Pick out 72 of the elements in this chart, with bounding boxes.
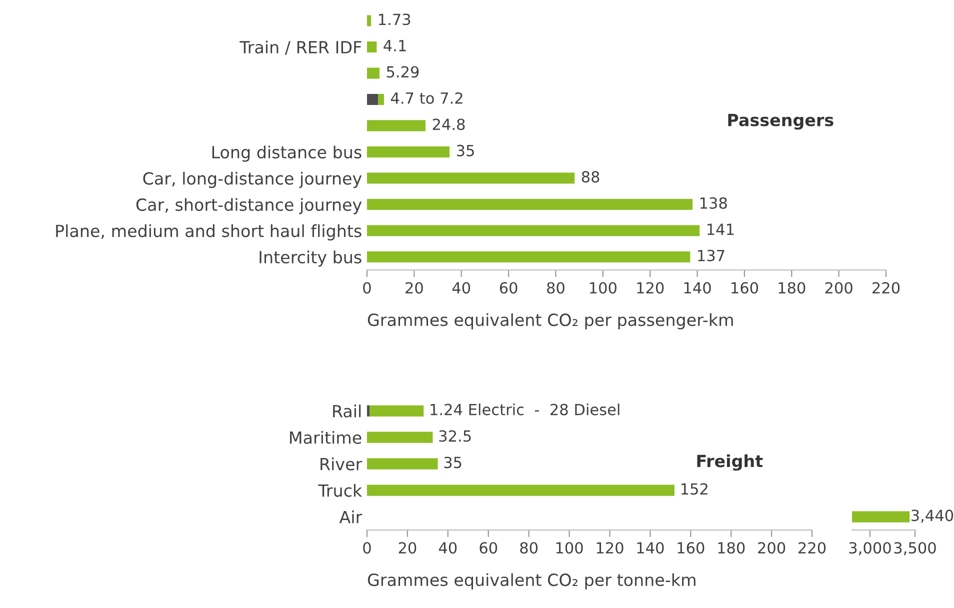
x-tick-label: 180 [778, 282, 806, 294]
x-tick-label: 200 [825, 282, 852, 294]
x-tick-label: 180 [718, 542, 745, 554]
text: 3,440 [912, 510, 954, 523]
x-tick-label: 140 [684, 282, 711, 294]
x-tick-label: 20 [398, 542, 416, 554]
bar [367, 120, 426, 132]
y-tick-label: Long distance bus [212, 146, 362, 162]
x-tick-label: 220 [872, 282, 900, 294]
y-tick-label: Plane, medium and short haul flights [56, 224, 362, 240]
bar [367, 225, 700, 236]
x-tick-label: 80 [547, 282, 564, 294]
bar [367, 94, 378, 105]
y-tick-label: Train / RER IDF [240, 40, 362, 55]
bar [367, 432, 433, 443]
x-tick-label: 0 [363, 282, 371, 294]
text: 5.29 [386, 66, 419, 78]
bar [367, 15, 372, 26]
x-tick-label: 120 [637, 282, 664, 294]
x-axis-title: Grammes equivalent CO₂ per passenger-km [368, 313, 733, 330]
x-tick-label: 0 [363, 542, 371, 554]
text: 35 [444, 456, 462, 468]
x-tick-label: 140 [637, 542, 664, 554]
x-tick-label: 220 [798, 542, 826, 554]
x-axis-title: Grammes equivalent CO₂ per tonne-km [368, 573, 696, 590]
y-tick-label: Intercity bus [260, 250, 362, 267]
bar [367, 405, 370, 416]
text: 1.73 [378, 14, 410, 26]
y-tick-label: Maritime [290, 431, 362, 444]
text: 32.5 [439, 430, 471, 442]
bar [367, 484, 674, 496]
x-tick-label: 60 [480, 542, 498, 554]
bar [367, 146, 450, 158]
x-tick-label: 40 [438, 542, 457, 554]
x-tick-label: 200 [758, 542, 786, 554]
bar [367, 198, 693, 210]
text: 152 [681, 483, 708, 495]
x-tick-label: 20 [406, 282, 423, 294]
y-tick-label: Car, long-distance journey [143, 172, 362, 188]
text: 35 [456, 144, 474, 156]
x-tick-label: 100 [556, 542, 583, 554]
x-tick-label: 80 [520, 542, 538, 554]
bar [367, 251, 690, 262]
x-tick-label: 40 [452, 282, 470, 294]
x-tick-label: 3,000 [849, 542, 891, 556]
text: 138 [700, 197, 727, 209]
text: 1.24 Electric - 28 Diesel [430, 403, 620, 416]
text: 4.7 to 7.2 [390, 92, 462, 104]
y-tick-label: Rail [333, 404, 361, 418]
text: 4.1 [384, 40, 406, 52]
x-tick-label: 100 [590, 282, 616, 294]
annotation: Freight [697, 454, 763, 471]
bar [370, 405, 424, 416]
text: 141 [708, 224, 734, 235]
x-tick-label: 60 [500, 282, 518, 294]
x-tick-label: 160 [732, 282, 758, 294]
bar [367, 172, 575, 184]
text: 24.8 [432, 118, 465, 130]
bar [367, 68, 380, 79]
x-tick-label: 3,500 [894, 542, 936, 556]
annotation: Passengers [728, 114, 834, 130]
x-tick-label: 160 [678, 542, 704, 554]
bar [367, 458, 438, 470]
text: 137 [698, 250, 724, 262]
y-tick-label: Truck [318, 484, 362, 497]
y-tick-label: Air [339, 510, 362, 524]
y-tick-label: Car, short-distance journey [136, 198, 362, 214]
text: 88 [582, 171, 600, 183]
x-tick-label: 120 [596, 542, 624, 554]
bar [378, 94, 384, 105]
bar [367, 41, 377, 52]
y-tick-label: River [320, 457, 362, 470]
